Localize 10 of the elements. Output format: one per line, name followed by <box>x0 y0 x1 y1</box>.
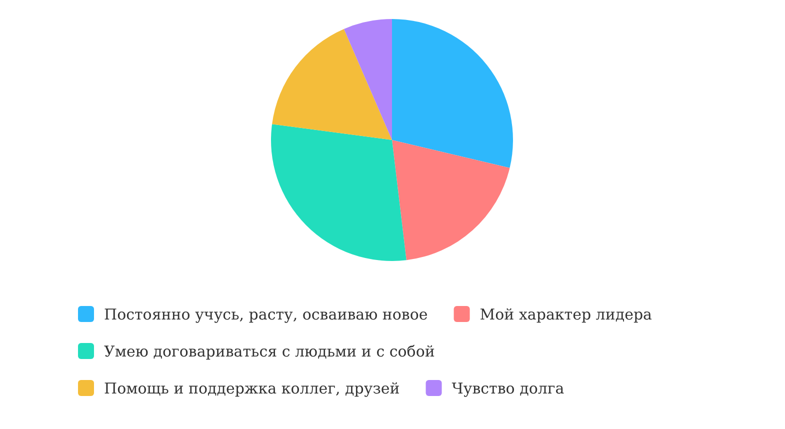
pie-slice <box>392 19 513 168</box>
legend-label: Мой характер лидера <box>480 305 652 324</box>
pie-slice <box>272 28 392 140</box>
pie-slice <box>344 19 392 140</box>
legend-label: Помощь и поддержка коллег, друзей <box>104 379 400 398</box>
pie-slice <box>271 124 406 261</box>
legend-label: Постоянно учусь, расту, осваиваю новое <box>104 305 428 324</box>
legend-label: Чувство долга <box>452 379 564 398</box>
pie-slice <box>392 140 510 260</box>
legend-label: Умею договариваться с людьми и с собой <box>104 342 435 360</box>
